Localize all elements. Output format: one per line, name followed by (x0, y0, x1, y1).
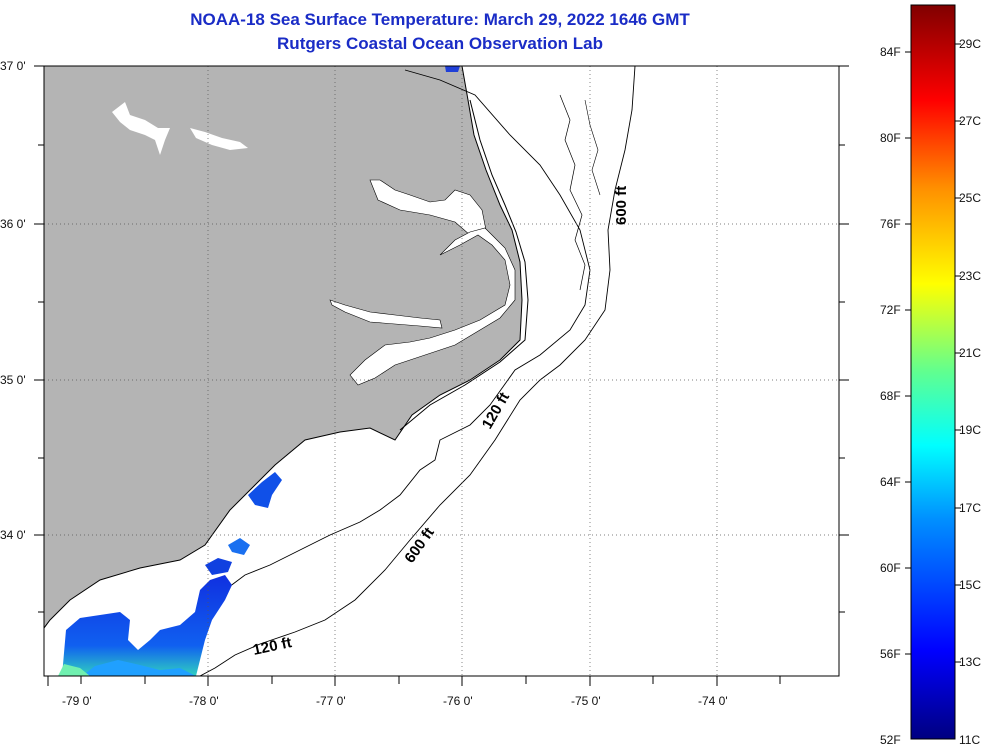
lon-label-75: -75 0' (571, 694, 601, 708)
colorbar-c-19: 19C (959, 423, 982, 437)
contour-600ft (199, 66, 636, 676)
lon-label-78: -78 0' (189, 694, 219, 708)
colorbar-c-23: 23C (959, 269, 982, 283)
lat-label-37: 37 0' (0, 59, 26, 73)
colorbar-c-15: 15C (959, 578, 982, 592)
map-frame (43, 65, 840, 677)
colorbar-c-29: 29C (959, 37, 982, 51)
lake-inland-2 (190, 128, 248, 150)
grid-lines (44, 66, 839, 676)
pamlico-sound (349, 227, 516, 386)
lat-label-36: 36 0' (0, 217, 26, 231)
map-title: NOAA-18 Sea Surface Temperature: March 2… (190, 10, 690, 29)
albemarle-sound (369, 179, 487, 236)
colorbar-c-11: 11C (959, 733, 981, 747)
colorbar-f-72: 72F (880, 303, 901, 317)
lon-label-76: -76 0' (443, 694, 473, 708)
colorbar-c-27: 27C (959, 114, 982, 128)
tick-marks (34, 65, 849, 686)
lon-label-79: -79 0' (62, 694, 92, 708)
lake-inland-1 (112, 102, 170, 155)
outer-banks (399, 99, 529, 431)
colorbar-c-21: 21C (959, 346, 982, 360)
colorbar-f-80: 80F (880, 131, 901, 145)
colorbar-ticks (905, 43, 961, 663)
colorbar-c-25: 25C (959, 191, 982, 205)
colorbar-c-13: 13C (959, 655, 982, 669)
colorbar-f-56: 56F (880, 647, 901, 661)
lat-label-35: 35 0' (0, 373, 26, 387)
sst-data (58, 66, 460, 676)
shoals-north-2 (584, 99, 601, 196)
lat-label-34: 34 0' (0, 528, 26, 542)
colorbar-c-17: 17C (959, 501, 982, 515)
colorbar-f-52: 52F (880, 733, 901, 747)
map-subtitle: Rutgers Coastal Ocean Observation Lab (277, 34, 603, 53)
contour-label-600-north: 600 ft (613, 186, 630, 225)
lon-label-77: -77 0' (316, 694, 346, 708)
colorbar-f-68: 68F (880, 389, 901, 403)
lon-label-74: -74 0' (698, 694, 728, 708)
colorbar (910, 4, 956, 740)
neuse-river (329, 299, 443, 329)
contour-120ft (194, 69, 591, 676)
colorbar-f-60: 60F (880, 561, 901, 575)
colorbar-f-64: 64F (880, 475, 901, 489)
shoals-north (559, 94, 586, 291)
colorbar-f-84: 84F (880, 45, 901, 59)
colorbar-f-76: 76F (880, 217, 901, 231)
